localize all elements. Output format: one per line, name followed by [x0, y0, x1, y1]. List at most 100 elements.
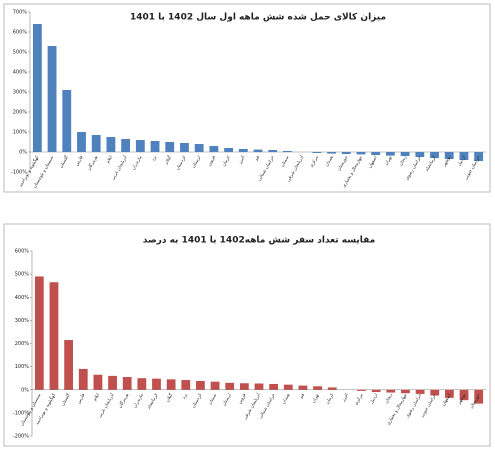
bar — [150, 141, 160, 152]
bar — [298, 385, 308, 390]
bar — [430, 389, 440, 396]
x-tick-label: یزد — [151, 155, 158, 163]
bar — [239, 383, 249, 390]
x-tick-label: تهران — [311, 392, 321, 404]
y-tick-label: 0% — [19, 150, 27, 156]
bar — [341, 152, 351, 154]
y-tick-label: 0% — [21, 387, 29, 393]
y-tick-label: -100% — [11, 170, 27, 176]
y-tick-label: 500% — [15, 272, 30, 278]
x-tick-label: اردبیل — [457, 155, 467, 167]
x-tick-label: اصفهان — [368, 155, 379, 169]
bar — [137, 378, 147, 390]
bar — [64, 340, 74, 390]
bar — [415, 152, 425, 157]
x-tick-label: یزد — [182, 392, 189, 400]
x-tick-label: قم — [254, 155, 261, 162]
x-tick-label: فارس — [75, 155, 85, 167]
bar — [254, 383, 264, 390]
chart-title: مقایسه تعداد سفر شش ماهه1402 با 1401 به … — [143, 236, 375, 246]
bar — [194, 144, 204, 152]
bar — [238, 149, 248, 152]
x-tick-label: گیلان — [164, 392, 174, 404]
chart-frame — [3, 223, 491, 447]
bar — [209, 146, 219, 152]
x-tick-label: کرمان — [324, 392, 335, 406]
y-tick-label: 100% — [15, 364, 30, 370]
bar — [268, 150, 278, 152]
x-tick-label: فارس — [77, 393, 87, 405]
bar — [386, 389, 396, 393]
y-tick-label: 600% — [15, 249, 30, 255]
bar — [371, 152, 381, 155]
bar — [34, 276, 44, 390]
x-tick-label: لرستان — [222, 393, 233, 407]
bar — [415, 389, 425, 394]
y-tick-label: 200% — [13, 110, 28, 116]
x-tick-label: قزوین — [238, 393, 248, 405]
bar — [401, 389, 410, 394]
y-tick-label: 300% — [15, 318, 30, 324]
bar — [371, 389, 381, 393]
bar — [78, 368, 88, 390]
x-tick-label: قم — [299, 393, 306, 400]
y-tick-label: -200% — [13, 434, 29, 440]
x-tick-label: گیلان — [163, 154, 173, 166]
bar — [269, 383, 279, 390]
y-tick-label: 200% — [15, 341, 30, 347]
bar — [400, 152, 410, 156]
chart-title: میزان کالای حمل شده شش ماهه اول سال 1402… — [130, 13, 386, 23]
bar — [121, 139, 131, 152]
bar — [459, 389, 469, 401]
bar — [430, 152, 439, 158]
bar — [356, 152, 366, 155]
bar — [196, 380, 205, 390]
y-tick-label: 700% — [13, 10, 28, 16]
bar — [166, 379, 176, 390]
bar — [312, 152, 322, 153]
x-tick-label: اصفهان — [441, 393, 452, 407]
bar — [327, 152, 336, 154]
x-tick-label: بوشهر — [442, 155, 453, 168]
chart-frame — [3, 3, 491, 193]
y-tick-label: 100% — [13, 130, 28, 136]
bar — [108, 375, 117, 390]
bar — [357, 389, 366, 391]
bar — [49, 282, 59, 390]
bar — [225, 382, 235, 390]
x-tick-label: کرمان — [221, 154, 232, 168]
bar — [459, 152, 469, 160]
x-tick-label: لرستان — [191, 155, 202, 169]
y-tick-label: 500% — [13, 50, 28, 56]
y-tick-label: 400% — [13, 70, 28, 76]
x-tick-label: سمنان — [208, 393, 218, 406]
x-tick-label: زنجان — [399, 155, 409, 167]
bar — [210, 381, 220, 390]
bar — [283, 151, 292, 152]
bar — [135, 140, 145, 152]
bar — [283, 384, 293, 390]
bar — [62, 90, 72, 152]
x-tick-label: همدان — [325, 155, 335, 168]
bar — [77, 132, 86, 152]
bar — [152, 378, 161, 390]
x-tick-label: همدان — [281, 392, 291, 405]
bar — [474, 389, 484, 404]
x-tick-label: زنجان — [384, 393, 394, 405]
x-tick-label: البرز — [341, 393, 350, 404]
bar — [224, 148, 233, 152]
bar — [165, 142, 175, 152]
x-tick-label: ایلام — [93, 393, 101, 402]
bar — [91, 135, 101, 152]
bar — [327, 387, 337, 390]
x-tick-label: بوشهر — [457, 393, 468, 406]
bar — [32, 24, 42, 152]
bar — [474, 152, 484, 161]
bar — [444, 152, 454, 159]
bar — [313, 386, 322, 390]
bar — [253, 149, 263, 152]
bar — [180, 143, 189, 152]
bar — [122, 377, 132, 390]
bar — [181, 380, 191, 390]
